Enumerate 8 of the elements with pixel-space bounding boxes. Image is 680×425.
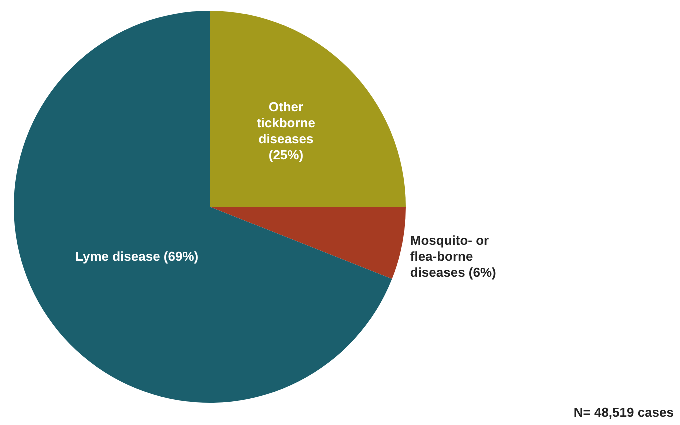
data-label: (25%) [268,147,304,162]
slice-label: Other tickborne diseases [256,99,316,146]
slice-label: Mosquito- or flea-borne diseases (6%) [410,233,496,280]
slice-label: Lyme disease (69%) [76,249,199,264]
pie-slice [210,11,406,207]
text: N= 48,519 cases [574,405,674,420]
pie-slice [210,207,406,280]
pie-slice [14,11,392,403]
